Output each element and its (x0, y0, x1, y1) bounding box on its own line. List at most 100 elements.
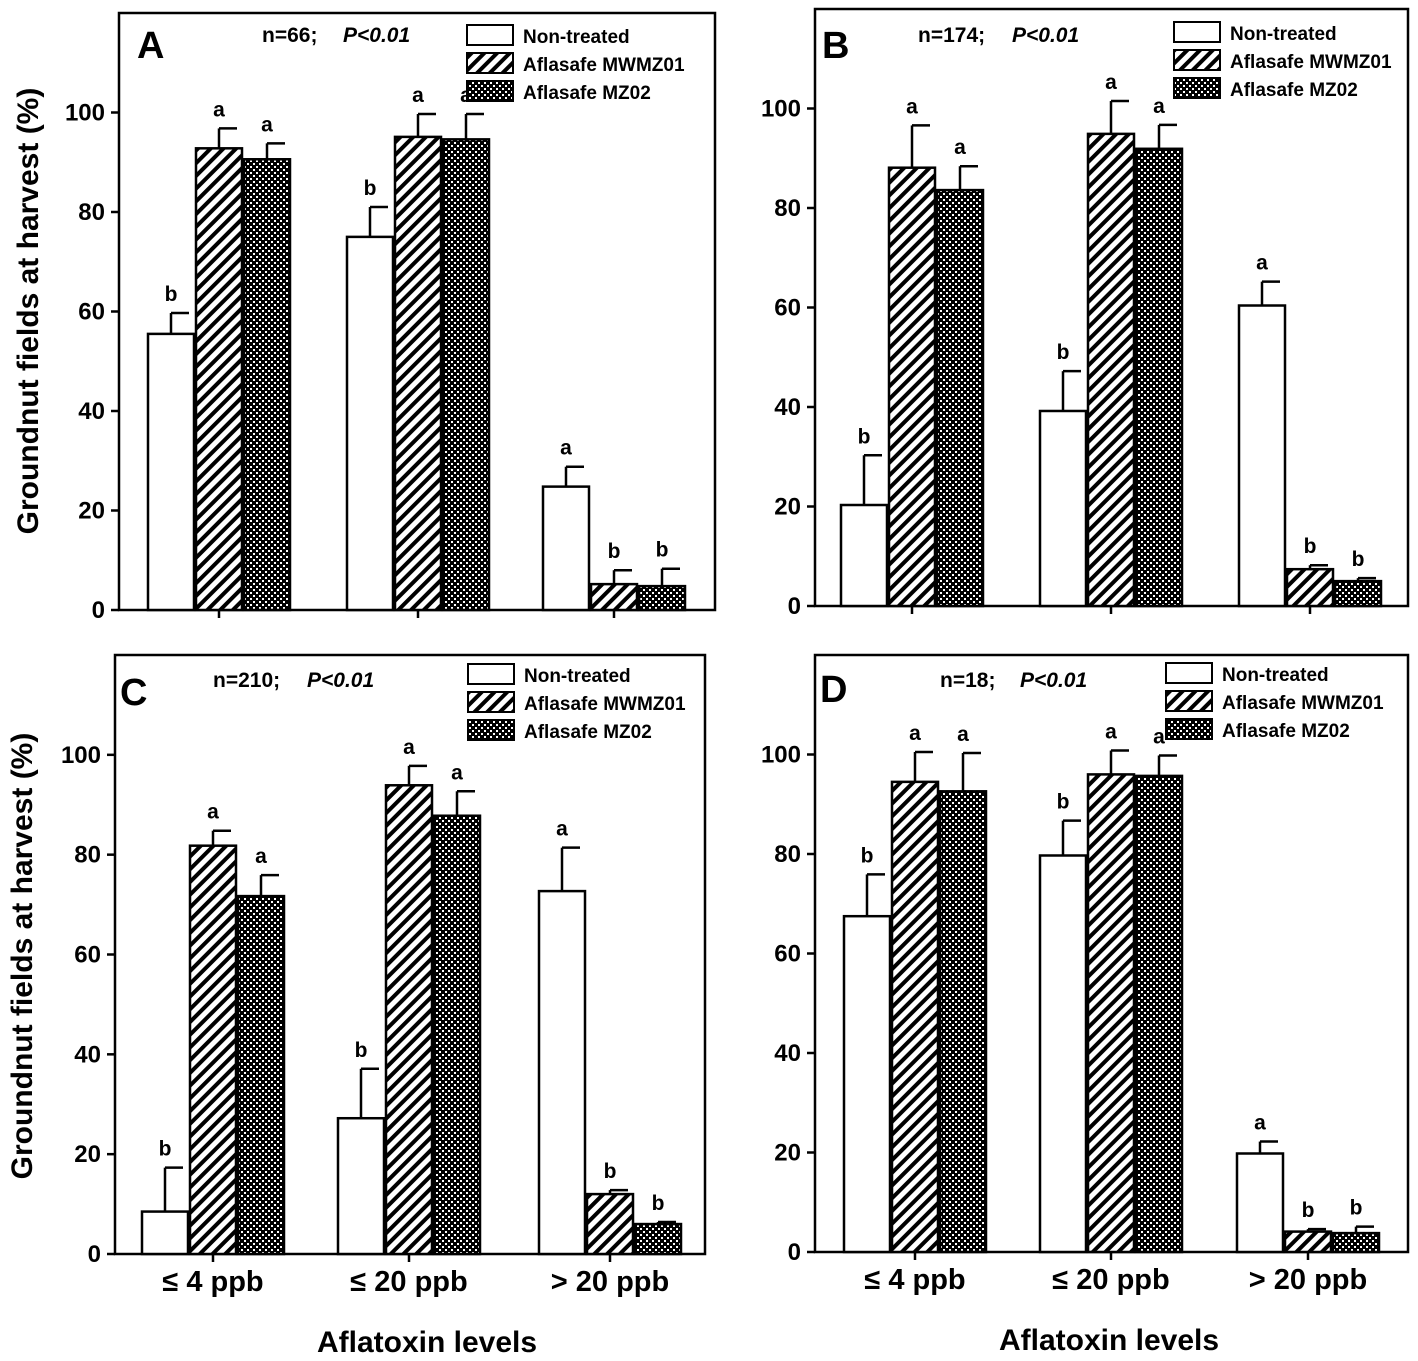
y-tick-label: 80 (74, 842, 101, 869)
legend-swatch (1165, 662, 1213, 684)
bar (887, 166, 937, 608)
significance-letter: b (858, 425, 871, 448)
legend-swatch (1173, 49, 1221, 71)
y-tick-label: 100 (65, 100, 105, 127)
significance-letter: a (954, 136, 966, 159)
y-tick-label: 100 (61, 742, 101, 769)
significance-letter: b (656, 539, 669, 562)
legend-label: Non-treated (1222, 665, 1329, 686)
y-tick-label: 40 (78, 398, 105, 425)
legend-swatch (1165, 718, 1213, 740)
category-label: > 20 ppb (551, 1266, 669, 1298)
bar (146, 332, 196, 612)
significance-letter: a (255, 845, 267, 868)
legend-label: Non-treated (1230, 24, 1337, 45)
legend-swatch (467, 663, 515, 685)
category-label: ≤ 20 ppb (1052, 1264, 1169, 1296)
legend-label: Aflasafe MZ02 (524, 722, 652, 743)
significance-letter: a (906, 95, 918, 118)
significance-letter: a (213, 98, 225, 121)
bar (432, 814, 482, 1256)
significance-letter: b (159, 1138, 172, 1161)
panel-c: 0 20 40 60 80 100 ≤ 4 ppb ≤ 20 ppb > 20 ppb b b a a a… (61, 653, 707, 1298)
category-label: ≤ 4 ppb (864, 1264, 965, 1296)
significance-letter: a (1105, 721, 1117, 744)
y-tick-label: 80 (78, 199, 105, 226)
legend: Non-treated Aflasafe MWMZ01 Aflasafe MZ02 (467, 663, 686, 743)
panel-letter: A (137, 25, 164, 67)
bar (541, 485, 591, 612)
bar (589, 582, 639, 612)
y-tick-label: 40 (774, 1040, 801, 1067)
significance-letter: b (355, 1039, 368, 1062)
bar (1235, 1152, 1285, 1254)
legend: Non-treated Aflasafe MWMZ01 Aflasafe MZ02 (1173, 21, 1392, 101)
y-tick-label: 0 (788, 593, 801, 620)
legend-label: Aflasafe MWMZ01 (524, 694, 686, 715)
significance-letter: a (556, 818, 568, 841)
y-tick-label: 60 (74, 942, 101, 969)
significance-letter: b (165, 283, 178, 306)
sample-size: n=66; (262, 24, 317, 47)
significance-letter: a (412, 84, 424, 107)
bar (345, 235, 395, 612)
bar (393, 135, 443, 612)
y-tick-label: 100 (761, 96, 801, 123)
bar (1038, 854, 1088, 1254)
significance-letter: b (1352, 548, 1365, 571)
y-tick-label: 0 (88, 1241, 101, 1268)
panel-letter: C (120, 672, 147, 714)
legend-label: Aflasafe MZ02 (1222, 721, 1350, 742)
bar (242, 158, 292, 612)
bar (637, 584, 687, 612)
significance-letter: a (1105, 71, 1117, 94)
bar (336, 1116, 386, 1256)
significance-letter: b (1302, 1199, 1315, 1222)
legend-swatch (467, 719, 515, 741)
significance-letter: a (207, 801, 219, 824)
significance-letter: a (909, 722, 921, 745)
bar (1283, 1230, 1333, 1254)
bar (1285, 567, 1335, 608)
p-value: P<0.01 (307, 669, 374, 692)
bar (537, 889, 587, 1256)
sample-size: n=210; (213, 669, 280, 692)
legend-swatch (466, 52, 514, 74)
x-axis-title-left: Aflatoxin levels (317, 1326, 537, 1359)
bar (1134, 774, 1184, 1254)
panel-letter: B (822, 25, 849, 67)
y-tick-label: 60 (774, 295, 801, 322)
y-tick-label: 40 (74, 1041, 101, 1068)
legend: Non-treated Aflasafe MWMZ01 Aflasafe MZ02 (466, 24, 685, 104)
significance-letter: b (1304, 535, 1317, 558)
panel-letter: D (820, 669, 847, 711)
bar (1086, 773, 1136, 1254)
legend-label: Aflasafe MZ02 (1230, 80, 1358, 101)
significance-letter: b (1057, 791, 1070, 814)
sample-size: n=174; (918, 24, 985, 47)
bar (194, 147, 244, 612)
bar (236, 894, 286, 1256)
y-tick-label: 20 (774, 1140, 801, 1167)
p-value: P<0.01 (1020, 669, 1087, 692)
bar (938, 790, 988, 1254)
category-label: ≤ 20 ppb (350, 1266, 467, 1298)
panel-a: 020406080100bbaaabaabAn=66;P<0.01Non-tre… (65, 11, 717, 624)
y-tick-label: 80 (774, 841, 801, 868)
bar (633, 1222, 683, 1256)
legend-swatch (1173, 77, 1221, 99)
legend-label: Non-treated (523, 27, 630, 48)
bar (1237, 304, 1287, 608)
y-tick-label: 20 (774, 494, 801, 521)
bar (890, 780, 940, 1254)
bar (1086, 132, 1136, 608)
legend-swatch (1165, 690, 1213, 712)
significance-letter: a (957, 723, 969, 746)
bar (441, 138, 491, 612)
y-tick-label: 20 (74, 1141, 101, 1168)
bar (585, 1192, 635, 1256)
panel-d: 0 20 40 60 80 100 ≤ 4 ppb ≤ 20 ppb > 20 ppb b b a a a… (761, 653, 1410, 1296)
significance-letter: a (560, 437, 572, 460)
bar (1333, 579, 1383, 608)
